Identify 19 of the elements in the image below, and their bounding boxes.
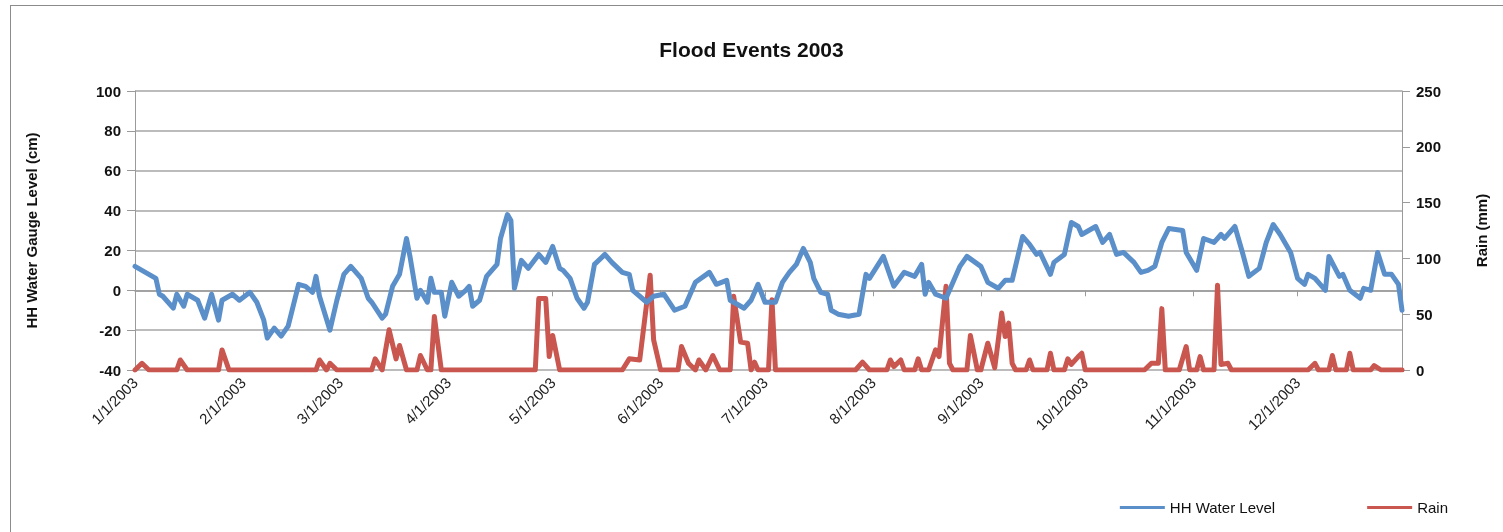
y2-tick-label: 150 xyxy=(1416,194,1442,212)
y2-tick-label: 250 xyxy=(1416,82,1442,100)
y-tick-label: 80 xyxy=(104,122,121,140)
y2-axis-title: Rain (mm) xyxy=(1473,193,1490,268)
y-axis-title: HH Water Gauge Level (cm) xyxy=(23,132,40,329)
y2-tick-label: 200 xyxy=(1416,138,1442,156)
y-tick-label: 60 xyxy=(104,162,121,180)
y-tick-label: 0 xyxy=(112,281,121,299)
y-tick-label: -20 xyxy=(99,321,121,339)
y-tick-label: 20 xyxy=(104,241,121,259)
legend-label: HH Water Level xyxy=(1169,499,1276,516)
chart-title: Flood Events 2003 xyxy=(659,38,844,61)
y2-tick-label: 50 xyxy=(1416,305,1433,323)
legend-label: Rain xyxy=(1417,499,1449,516)
y2-tick-label: 100 xyxy=(1416,249,1442,267)
y-tick-label: -40 xyxy=(99,361,121,379)
y2-tick-label: 0 xyxy=(1416,361,1425,379)
y-tick-label: 100 xyxy=(95,82,121,100)
y-tick-label: 40 xyxy=(104,202,121,220)
